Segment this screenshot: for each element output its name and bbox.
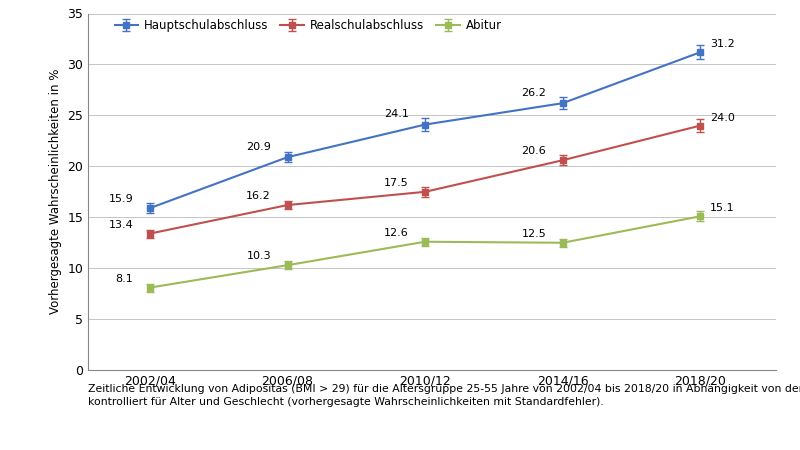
- Text: 24.1: 24.1: [384, 109, 409, 119]
- Y-axis label: Vorhergesagte Wahrscheinlichkeiten in %: Vorhergesagte Wahrscheinlichkeiten in %: [49, 69, 62, 315]
- Text: 17.5: 17.5: [384, 178, 409, 188]
- Text: 26.2: 26.2: [522, 88, 546, 98]
- Text: 20.6: 20.6: [522, 146, 546, 156]
- Text: 13.4: 13.4: [109, 220, 134, 230]
- Text: 12.6: 12.6: [384, 228, 409, 238]
- Text: 24.0: 24.0: [710, 112, 735, 122]
- Text: 10.3: 10.3: [246, 251, 271, 261]
- Text: Zeitliche Entwicklung von Adipositas (BMI > 29) für die Altersgruppe 25-55 Jahre: Zeitliche Entwicklung von Adipositas (BM…: [88, 384, 800, 407]
- Text: 12.5: 12.5: [522, 229, 546, 238]
- Legend: Hauptschulabschluss, Realschulabschluss, Abitur: Hauptschulabschluss, Realschulabschluss,…: [114, 19, 502, 32]
- Text: 8.1: 8.1: [116, 274, 134, 284]
- Text: 15.9: 15.9: [109, 194, 134, 204]
- Text: 16.2: 16.2: [246, 191, 271, 201]
- Text: 15.1: 15.1: [710, 203, 734, 213]
- Text: 31.2: 31.2: [710, 39, 734, 49]
- Text: 20.9: 20.9: [246, 142, 271, 152]
